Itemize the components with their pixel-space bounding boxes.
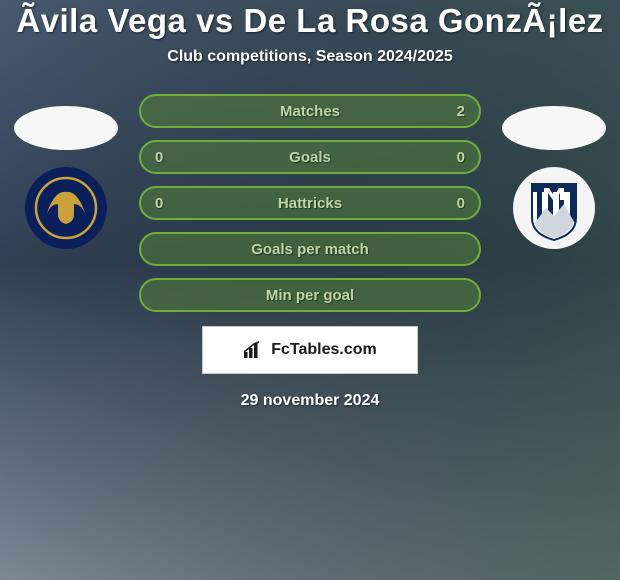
right-player-avatar	[502, 106, 606, 150]
date-label: 29 november 2024	[241, 392, 380, 410]
right-player-column	[499, 94, 609, 250]
brand-attribution: FcTables.com	[202, 326, 418, 374]
left-player-avatar	[14, 106, 118, 150]
brand-chart-icon	[243, 341, 265, 359]
stat-label: Min per goal	[141, 287, 479, 304]
right-club-badge	[504, 166, 604, 250]
stat-label: Hattricks	[141, 195, 479, 212]
stats-column: Matches20Goals00Hattricks0Goals per matc…	[139, 94, 481, 312]
stat-left-value: 0	[155, 195, 171, 212]
stat-right-value: 2	[449, 103, 465, 120]
page-title: Ãvila Vega vs De La Rosa GonzÃ¡lez	[16, 2, 603, 40]
stat-label: Matches	[141, 103, 479, 120]
stat-right-value: 0	[449, 149, 465, 166]
stat-left-value: 0	[155, 149, 171, 166]
stat-bar: Min per goal	[139, 278, 481, 312]
stat-bar: 0Hattricks0	[139, 186, 481, 220]
stat-bar: Matches2	[139, 94, 481, 128]
stat-bar: 0Goals0	[139, 140, 481, 174]
stat-label: Goals per match	[141, 241, 479, 258]
main-row: Matches20Goals00Hattricks0Goals per matc…	[0, 94, 620, 312]
stat-right-value: 0	[449, 195, 465, 212]
stat-bar: Goals per match	[139, 232, 481, 266]
stat-label: Goals	[141, 149, 479, 166]
left-player-column	[11, 94, 121, 250]
page-subtitle: Club competitions, Season 2024/2025	[167, 48, 452, 66]
brand-text: FcTables.com	[271, 341, 377, 359]
left-club-badge	[16, 166, 116, 250]
